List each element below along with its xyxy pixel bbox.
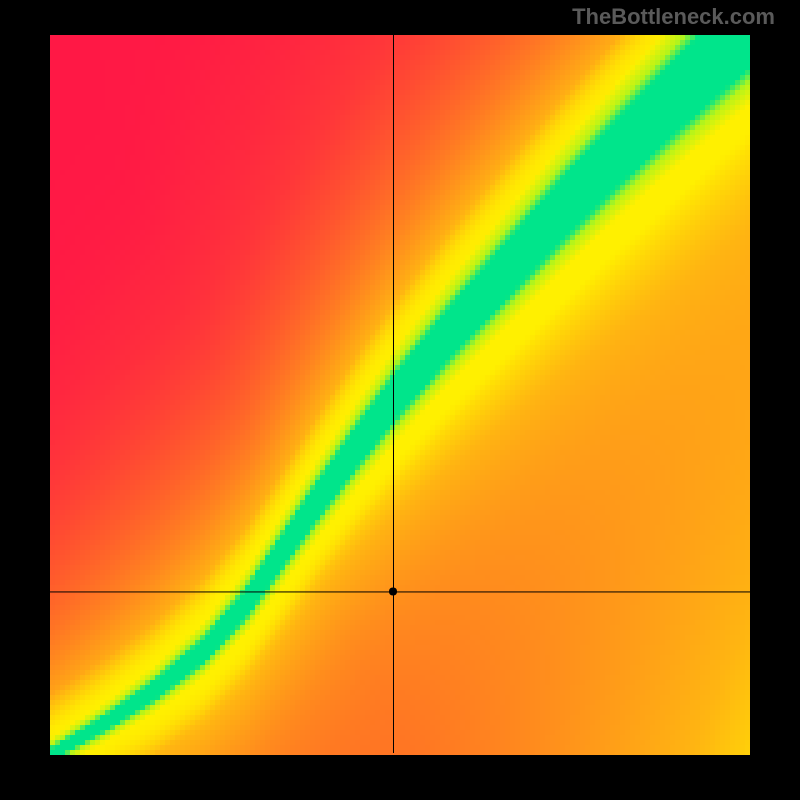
chart-container: TheBottleneck.com xyxy=(0,0,800,800)
heatmap-chart xyxy=(0,0,800,800)
watermark-text: TheBottleneck.com xyxy=(572,4,775,30)
